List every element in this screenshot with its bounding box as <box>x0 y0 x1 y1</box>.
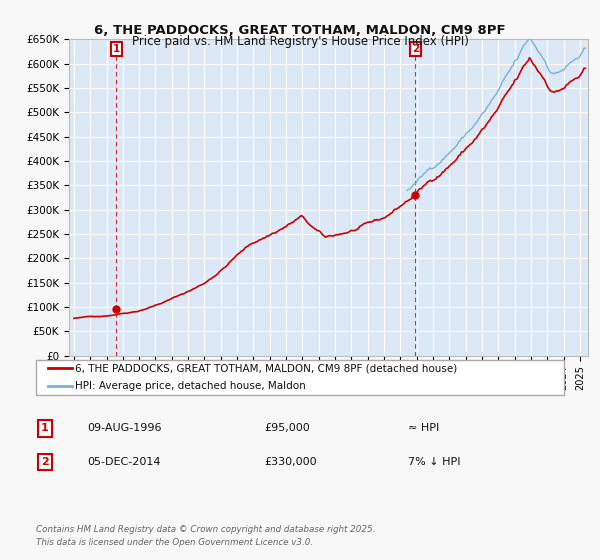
Text: Price paid vs. HM Land Registry's House Price Index (HPI): Price paid vs. HM Land Registry's House … <box>131 35 469 48</box>
Text: 1: 1 <box>113 44 120 54</box>
Text: 1: 1 <box>41 423 49 433</box>
Text: £95,000: £95,000 <box>264 423 310 433</box>
Text: 7% ↓ HPI: 7% ↓ HPI <box>408 457 461 467</box>
Text: 2: 2 <box>412 44 419 54</box>
Text: ≈ HPI: ≈ HPI <box>408 423 439 433</box>
Text: 6, THE PADDOCKS, GREAT TOTHAM, MALDON, CM9 8PF (detached house): 6, THE PADDOCKS, GREAT TOTHAM, MALDON, C… <box>75 363 457 374</box>
Text: 09-AUG-1996: 09-AUG-1996 <box>87 423 161 433</box>
Text: Contains HM Land Registry data © Crown copyright and database right 2025.
This d: Contains HM Land Registry data © Crown c… <box>36 525 376 547</box>
Text: £330,000: £330,000 <box>264 457 317 467</box>
Text: 6, THE PADDOCKS, GREAT TOTHAM, MALDON, CM9 8PF: 6, THE PADDOCKS, GREAT TOTHAM, MALDON, C… <box>94 24 506 36</box>
Text: 05-DEC-2014: 05-DEC-2014 <box>87 457 161 467</box>
Text: HPI: Average price, detached house, Maldon: HPI: Average price, detached house, Mald… <box>75 381 306 391</box>
Text: 2: 2 <box>41 457 49 467</box>
